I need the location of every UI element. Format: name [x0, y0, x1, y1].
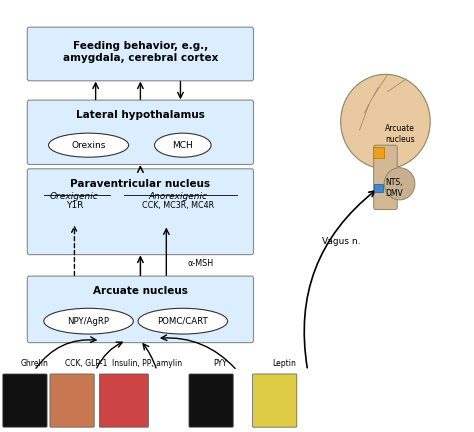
FancyBboxPatch shape — [27, 169, 254, 254]
Ellipse shape — [155, 133, 211, 157]
Text: Insulin, PP, amylin: Insulin, PP, amylin — [112, 359, 182, 368]
Text: POMC/CART: POMC/CART — [157, 317, 208, 326]
Bar — [374, 184, 383, 192]
Text: α-MSH: α-MSH — [188, 259, 214, 268]
Text: Vagus n.: Vagus n. — [322, 237, 360, 246]
Ellipse shape — [44, 308, 133, 334]
FancyBboxPatch shape — [374, 145, 397, 210]
Text: PYY: PYY — [214, 359, 228, 368]
Text: Y1R: Y1R — [66, 201, 83, 210]
Text: Ghrelin: Ghrelin — [20, 359, 48, 368]
Text: Paraventricular nucleus: Paraventricular nucleus — [70, 179, 210, 189]
Ellipse shape — [138, 308, 228, 334]
Text: Anorexigenic: Anorexigenic — [148, 192, 208, 201]
Text: Feeding behavior, e.g.,
amygdala, cerebral cortex: Feeding behavior, e.g., amygdala, cerebr… — [63, 41, 218, 63]
Text: Arcuate nucleus: Arcuate nucleus — [93, 286, 188, 296]
Text: Lateral hypothalamus: Lateral hypothalamus — [76, 110, 205, 120]
Text: Leptin: Leptin — [272, 359, 296, 368]
FancyBboxPatch shape — [100, 374, 148, 427]
Bar — [373, 147, 384, 158]
Text: Orexigenic: Orexigenic — [50, 192, 99, 201]
FancyBboxPatch shape — [27, 100, 254, 165]
Ellipse shape — [48, 133, 128, 157]
Text: Orexins: Orexins — [72, 141, 106, 149]
Ellipse shape — [384, 168, 415, 200]
Text: CCK, GLP-1: CCK, GLP-1 — [65, 359, 108, 368]
Text: Arcuate
nucleus: Arcuate nucleus — [385, 124, 415, 144]
Text: CCK, MC3R, MC4R: CCK, MC3R, MC4R — [142, 201, 214, 210]
FancyBboxPatch shape — [27, 276, 254, 343]
FancyBboxPatch shape — [253, 374, 297, 427]
Text: NTS,
DMV: NTS, DMV — [385, 178, 403, 198]
Text: MCH: MCH — [173, 141, 193, 149]
FancyBboxPatch shape — [50, 374, 94, 427]
FancyBboxPatch shape — [189, 374, 233, 427]
Text: NPY/AgRP: NPY/AgRP — [68, 317, 109, 326]
FancyBboxPatch shape — [27, 27, 254, 81]
Ellipse shape — [341, 74, 430, 169]
FancyBboxPatch shape — [3, 374, 47, 427]
